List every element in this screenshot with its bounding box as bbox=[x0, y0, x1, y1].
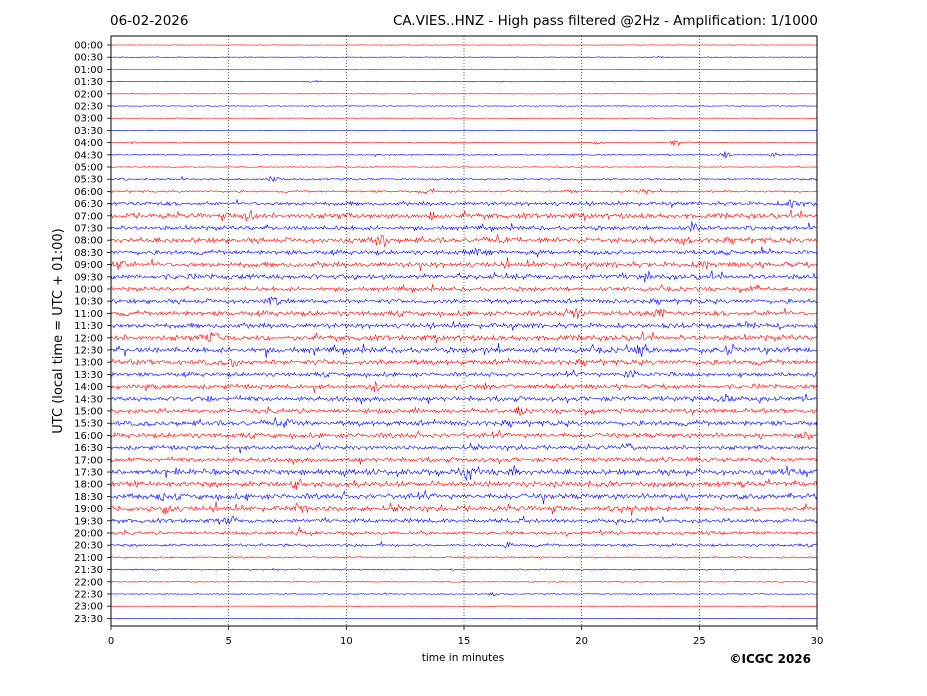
trace-0330 bbox=[110, 129, 818, 132]
y-tick-label: 06:00 bbox=[74, 187, 103, 198]
y-tick-label: 06:30 bbox=[74, 199, 103, 210]
x-tick-label: 0 bbox=[108, 636, 114, 647]
chart-title: CA.VIES..HNZ - High pass filtered @2Hz -… bbox=[393, 13, 818, 29]
y-tick-label: 01:00 bbox=[74, 65, 103, 76]
y-tick-label: 16:00 bbox=[74, 431, 103, 442]
trace-0430 bbox=[110, 151, 818, 159]
x-tick-label: 20 bbox=[575, 636, 588, 647]
y-axis-label: UTC (local time = UTC + 01:00) bbox=[51, 228, 66, 433]
y-tick-label: 10:30 bbox=[74, 297, 103, 308]
trace-2200 bbox=[110, 580, 818, 583]
y-tick-label: 13:00 bbox=[74, 358, 103, 369]
x-axis-ticks: 0 5 10 15 20 25 30 bbox=[108, 626, 824, 647]
trace-1800 bbox=[110, 478, 818, 490]
trace-1200 bbox=[110, 331, 818, 344]
y-tick-label: 18:30 bbox=[74, 492, 103, 503]
y-tick-label: 19:00 bbox=[74, 504, 103, 515]
y-tick-label: 15:00 bbox=[74, 407, 103, 418]
trace-1930 bbox=[110, 515, 818, 526]
trace-0400 bbox=[110, 139, 818, 147]
trace-0530 bbox=[110, 175, 818, 183]
y-tick-label: 01:30 bbox=[74, 77, 103, 88]
y-tick-label: 11:00 bbox=[74, 309, 103, 320]
y-tick-label: 03:00 bbox=[74, 114, 103, 125]
x-tick-label: 25 bbox=[693, 636, 706, 647]
trace-1130 bbox=[110, 321, 818, 331]
y-tick-label: 00:30 bbox=[74, 53, 103, 64]
trace-2030 bbox=[110, 540, 818, 549]
vertical-gridlines bbox=[228, 36, 700, 626]
y-tick-label: 11:30 bbox=[74, 321, 103, 332]
y-tick-label: 18:00 bbox=[74, 480, 103, 491]
y-tick-label: 22:30 bbox=[74, 590, 103, 601]
y-tick-label: 12:30 bbox=[74, 346, 103, 357]
y-tick-label: 07:30 bbox=[74, 224, 103, 235]
trace-1330 bbox=[110, 369, 818, 379]
y-tick-label: 20:00 bbox=[74, 529, 103, 540]
y-tick-label: 21:30 bbox=[74, 565, 103, 576]
trace-1900 bbox=[110, 501, 818, 516]
y-tick-label: 22:00 bbox=[74, 577, 103, 588]
trace-1730 bbox=[110, 464, 818, 482]
y-tick-label: 00:00 bbox=[74, 41, 103, 52]
y-tick-label: 09:30 bbox=[74, 272, 103, 283]
y-tick-label: 14:30 bbox=[74, 394, 103, 405]
y-tick-label: 15:30 bbox=[74, 419, 103, 430]
y-tick-label: 23:00 bbox=[74, 602, 103, 613]
y-tick-label: 17:30 bbox=[74, 468, 103, 479]
y-tick-label: 02:30 bbox=[74, 102, 103, 113]
x-axis-label: time in minutes bbox=[422, 652, 504, 664]
y-tick-label: 08:30 bbox=[74, 248, 103, 259]
y-tick-label: 05:30 bbox=[74, 175, 103, 186]
trace-0300 bbox=[110, 117, 818, 119]
trace-0500 bbox=[110, 166, 818, 168]
trace-2100 bbox=[110, 556, 818, 560]
x-tick-label: 15 bbox=[458, 636, 471, 647]
y-tick-label: 03:30 bbox=[74, 126, 103, 137]
copyright-text: ©ICGC 2026 bbox=[729, 652, 811, 666]
y-tick-label: 05:00 bbox=[74, 163, 103, 174]
y-tick-label: 16:30 bbox=[74, 443, 103, 454]
y-tick-label: 02:00 bbox=[74, 89, 103, 100]
y-tick-label: 13:30 bbox=[74, 370, 103, 381]
y-tick-label: 20:30 bbox=[74, 541, 103, 552]
y-tick-label: 23:30 bbox=[74, 614, 103, 625]
y-tick-label: 04:00 bbox=[74, 138, 103, 149]
y-tick-label: 09:00 bbox=[74, 260, 103, 271]
x-tick-label: 10 bbox=[340, 636, 353, 647]
chart-date: 06-02-2026 bbox=[110, 13, 188, 29]
y-tick-label: 07:00 bbox=[74, 211, 103, 222]
y-tick-label: 19:30 bbox=[74, 516, 103, 527]
y-tick-label: 12:00 bbox=[74, 333, 103, 344]
y-tick-label: 10:00 bbox=[74, 285, 103, 296]
y-tick-label: 04:30 bbox=[74, 150, 103, 161]
y-tick-label: 08:00 bbox=[74, 236, 103, 247]
y-tick-label: 21:00 bbox=[74, 553, 103, 564]
trace-1600 bbox=[110, 429, 818, 441]
plot-frame bbox=[110, 35, 818, 627]
trace-0600 bbox=[110, 187, 818, 195]
x-tick-label: 5 bbox=[225, 636, 231, 647]
y-tick-label: 14:00 bbox=[74, 382, 103, 393]
y-tick-label: 17:00 bbox=[74, 455, 103, 466]
x-tick-label: 30 bbox=[811, 636, 824, 647]
